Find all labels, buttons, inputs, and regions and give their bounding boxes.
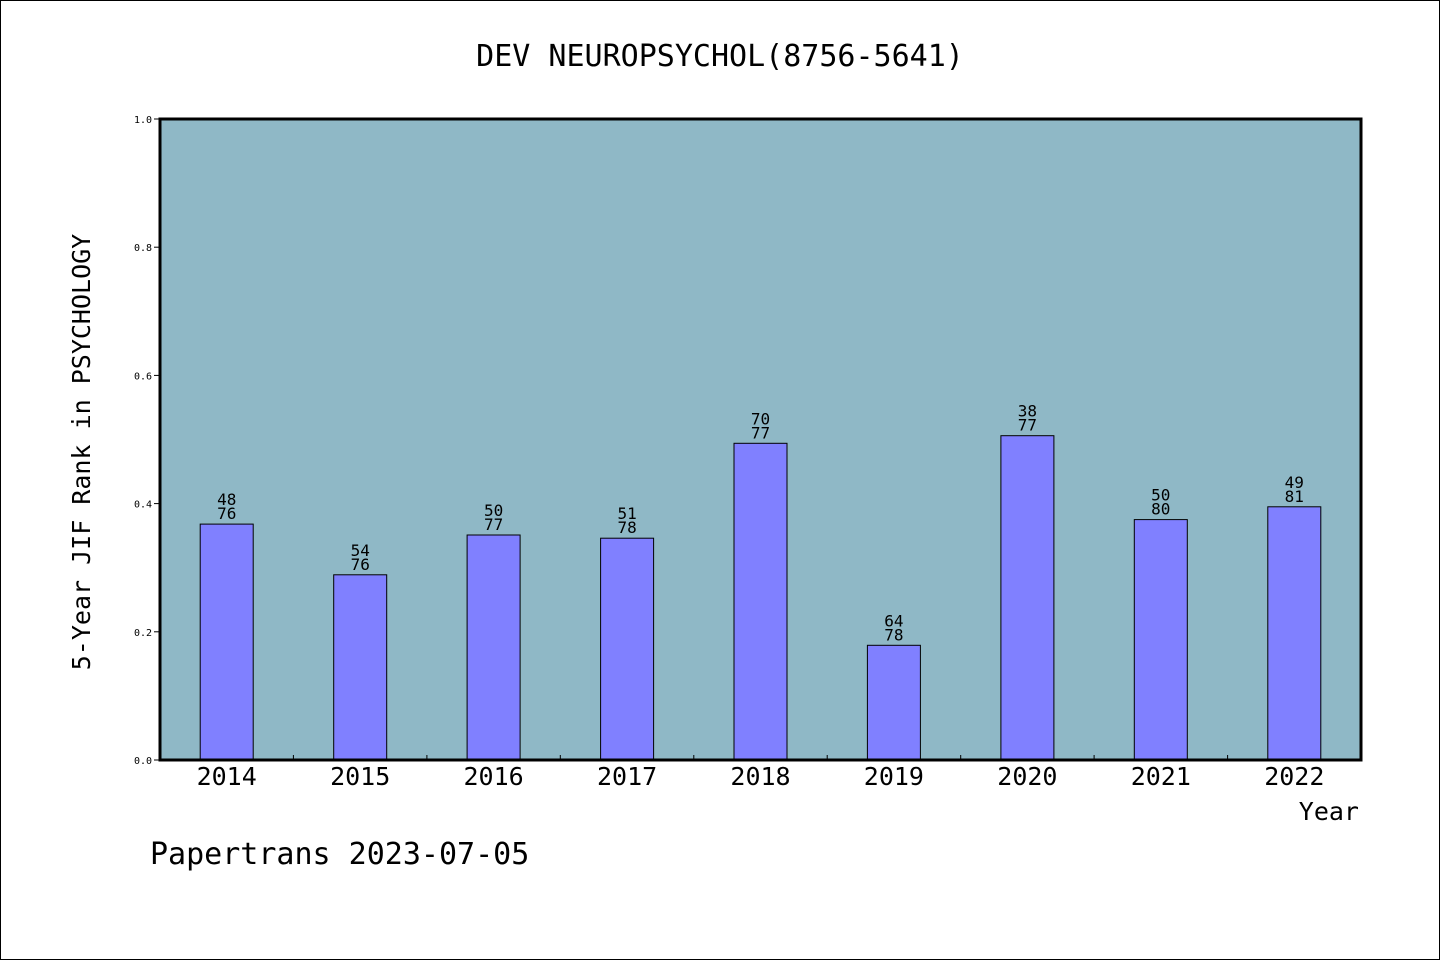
- data-label-rank-2021: 50: [1151, 486, 1170, 505]
- chart-title: DEV NEUROPSYCHOL(8756-5641): [476, 39, 964, 74]
- data-label-total-2019: 78: [884, 625, 903, 644]
- bar-2019: [866, 644, 921, 761]
- x-tick-label-2018: 2018: [730, 762, 790, 791]
- data-label-rank-2017: 51: [617, 504, 636, 523]
- y-axis-label: 5-Year JIF Rank in PSYCHOLOGY: [67, 234, 96, 671]
- data-label-rank-2015: 54: [351, 541, 370, 560]
- data-label-rank-2016: 50: [484, 501, 503, 520]
- data-label-total-2018: 77: [751, 423, 770, 442]
- y-tick-label-1.0: 1.0: [134, 115, 152, 126]
- bar-2022: [1267, 506, 1322, 761]
- y-tick-label-0.0: 0.0: [134, 756, 152, 767]
- y-tick-label-0.2: 0.2: [134, 628, 152, 639]
- bar-2018: [733, 442, 788, 761]
- data-label-rank-2022: 49: [1285, 473, 1304, 492]
- x-tick-label-2020: 2020: [997, 762, 1057, 791]
- data-label-total-2017: 78: [617, 518, 636, 537]
- bar-2021: [1133, 519, 1188, 761]
- y-tick-label-0.6: 0.6: [134, 371, 152, 382]
- data-label-rank-2014: 48: [217, 490, 236, 509]
- data-label-total-2016: 77: [484, 515, 503, 534]
- x-tick-label-2019: 2019: [864, 762, 924, 791]
- x-tick-label-2022: 2022: [1264, 762, 1324, 791]
- data-label-total-2014: 76: [217, 504, 236, 523]
- y-axis: 0.0 0.2 0.4 0.6 0.8 1.0: [134, 115, 160, 767]
- data-label-total-2021: 80: [1151, 500, 1170, 519]
- plot-frame: [158, 117, 1363, 762]
- x-axis-label: Year: [1299, 797, 1359, 826]
- bar-2014: [199, 523, 254, 761]
- data-label-rank-2019: 64: [884, 611, 903, 630]
- x-tick-label-2014: 2014: [197, 762, 257, 791]
- y-tick-label-0.8: 0.8: [134, 243, 152, 254]
- data-label-total-2015: 76: [351, 555, 370, 574]
- x-tick-label-2021: 2021: [1131, 762, 1191, 791]
- data-label-rank-2018: 70: [751, 409, 770, 428]
- x-axis: 2014 2015 2016 2017 2018 2019 2020 2021 2022: [197, 755, 1324, 791]
- data-label-total-2022: 81: [1285, 487, 1304, 506]
- data-label-total-2020: 77: [1018, 416, 1037, 435]
- x-tick-label-2017: 2017: [597, 762, 657, 791]
- bar-2015: [333, 574, 388, 761]
- bar-2020: [1000, 435, 1055, 761]
- x-tick-label-2016: 2016: [463, 762, 523, 791]
- data-label-rank-2020: 38: [1018, 402, 1037, 421]
- bar-2016: [466, 534, 521, 761]
- y-tick-label-0.4: 0.4: [134, 500, 152, 511]
- footer-credit: Papertrans 2023-07-05: [150, 837, 529, 872]
- bar-2017: [600, 537, 655, 761]
- bars-group: [199, 435, 1322, 761]
- x-tick-label-2015: 2015: [330, 762, 390, 791]
